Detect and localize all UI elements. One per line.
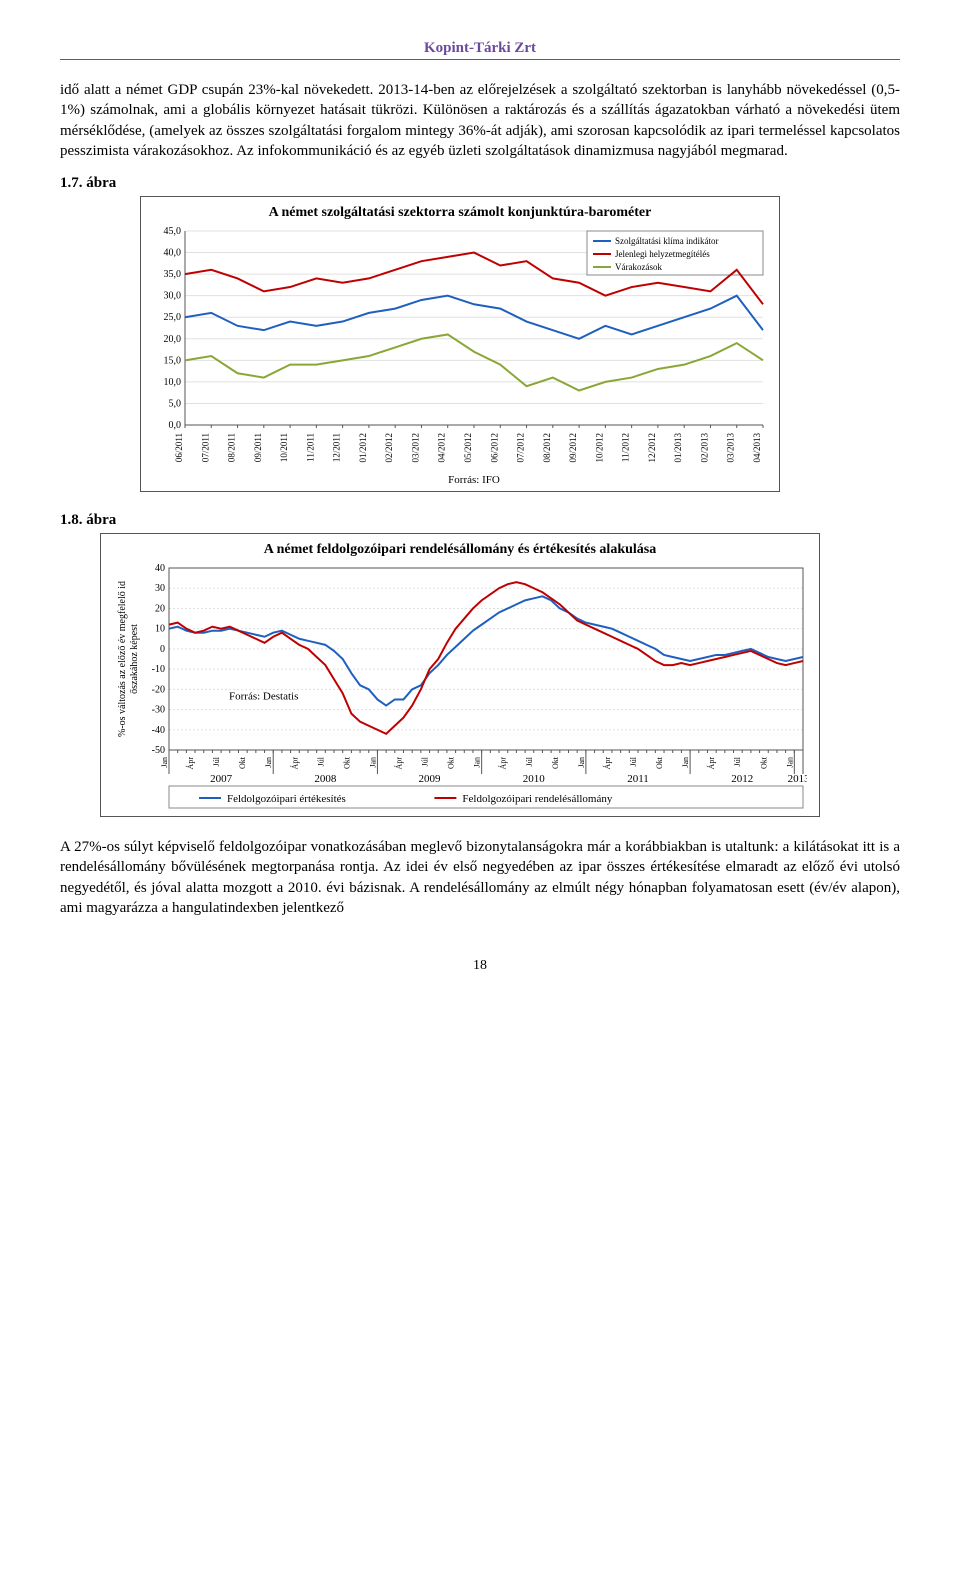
svg-text:09/2012: 09/2012 — [568, 433, 578, 463]
svg-text:20: 20 — [155, 604, 165, 615]
svg-text:Okt: Okt — [655, 756, 664, 769]
svg-text:09/2011: 09/2011 — [253, 433, 263, 462]
svg-text:Júl: Júl — [629, 756, 638, 766]
svg-text:12/2012: 12/2012 — [647, 433, 657, 463]
svg-text:Jelenlegi helyzetmegítélés: Jelenlegi helyzetmegítélés — [615, 249, 710, 259]
svg-text:Ápr: Ápr — [289, 757, 299, 770]
chart-2-svg: -50 -40 -30 -20 -10 0 10 20 30 40 Jan Ápr Júl Okt Jan Á… — [111, 564, 807, 812]
svg-text:Jan: Jan — [368, 757, 377, 768]
svg-text:Jan: Jan — [264, 757, 273, 768]
svg-text:Forrás: Destatis: Forrás: Destatis — [229, 691, 298, 703]
svg-text:Okt: Okt — [342, 756, 351, 769]
svg-text:Ápr: Ápr — [706, 757, 716, 770]
figure-label-2: 1.8. ábra — [60, 512, 900, 529]
chart-1-svg: 5,0 10,0 15,0 20,0 25,0 30,0 35,0 40,0 45,0 0,0 06… — [151, 227, 767, 487]
svg-text:01/2013: 01/2013 — [673, 433, 683, 463]
svg-text:30: 30 — [155, 583, 165, 594]
page-header: Kopint-Tárki Zrt — [60, 40, 900, 57]
header-underline — [60, 59, 900, 60]
svg-text:Ápr: Ápr — [393, 757, 403, 770]
svg-text:Júl: Júl — [212, 756, 221, 766]
svg-text:Okt: Okt — [551, 756, 560, 769]
svg-text:06/2011: 06/2011 — [174, 433, 184, 462]
svg-text:-50: -50 — [152, 745, 165, 756]
svg-text:0,0: 0,0 — [169, 420, 182, 431]
svg-text:Okt: Okt — [759, 756, 768, 769]
svg-text:15,0: 15,0 — [164, 355, 182, 366]
svg-text:Okt: Okt — [447, 756, 456, 769]
svg-text:20,0: 20,0 — [164, 334, 182, 345]
svg-text:2011: 2011 — [627, 773, 649, 785]
svg-text:0: 0 — [160, 644, 165, 655]
svg-text:-10: -10 — [152, 664, 165, 675]
svg-text:Ápr: Ápr — [498, 757, 508, 770]
svg-text:05/2012: 05/2012 — [463, 433, 473, 463]
svg-text:11/2012: 11/2012 — [621, 433, 631, 462]
svg-text:Szolgáltatási klíma indikátor: Szolgáltatási klíma indikátor — [615, 236, 718, 246]
svg-text:40,0: 40,0 — [164, 248, 182, 259]
figure-label-1: 1.7. ábra — [60, 175, 900, 192]
svg-text:02/2013: 02/2013 — [699, 433, 709, 463]
svg-text:Okt: Okt — [238, 756, 247, 769]
svg-text:Jan: Jan — [681, 757, 690, 768]
chart-2-title: A német feldolgozóipari rendelésállomány… — [111, 542, 809, 558]
svg-text:08/2011: 08/2011 — [227, 433, 237, 462]
chart-2-container: A német feldolgozóipari rendelésállomány… — [100, 533, 820, 817]
svg-text:Júl: Júl — [525, 756, 534, 766]
svg-text:Jan: Jan — [785, 757, 794, 768]
svg-text:2009: 2009 — [419, 773, 442, 785]
paragraph-1: idő alatt a német GDP csupán 23%-kal növ… — [60, 80, 900, 161]
svg-text:02/2012: 02/2012 — [384, 433, 394, 463]
svg-text:Feldolgozóipari rendelésállomá: Feldolgozóipari rendelésállomány — [462, 793, 612, 805]
svg-text:03/2012: 03/2012 — [410, 433, 420, 463]
svg-text:Jan: Jan — [160, 757, 169, 768]
svg-text:-40: -40 — [152, 725, 165, 736]
svg-text:10/2011: 10/2011 — [279, 433, 289, 462]
svg-text:Júl: Júl — [733, 756, 742, 766]
svg-text:-20: -20 — [152, 685, 165, 696]
svg-text:2012: 2012 — [731, 773, 753, 785]
svg-text:06/2012: 06/2012 — [489, 433, 499, 463]
svg-text:01/2012: 01/2012 — [358, 433, 368, 463]
svg-text:04/2012: 04/2012 — [437, 433, 447, 463]
svg-text:07/2011: 07/2011 — [200, 433, 210, 462]
paragraph-2: A 27%-os súlyt képviselő feldolgozóipar … — [60, 837, 900, 918]
svg-text:2008: 2008 — [314, 773, 337, 785]
svg-text:Jan: Jan — [473, 757, 482, 768]
svg-text:őszakához képest: őszakához képest — [129, 624, 140, 694]
svg-text:07/2012: 07/2012 — [516, 433, 526, 463]
svg-text:Júl: Júl — [421, 756, 430, 766]
svg-text:Ápr: Ápr — [602, 757, 612, 770]
svg-text:Ápr: Ápr — [185, 757, 195, 770]
svg-text:10/2012: 10/2012 — [594, 433, 604, 463]
svg-text:2010: 2010 — [523, 773, 546, 785]
svg-text:30,0: 30,0 — [164, 291, 182, 302]
svg-text:Jan: Jan — [577, 757, 586, 768]
svg-text:12/2011: 12/2011 — [332, 433, 342, 462]
svg-text:04/2013: 04/2013 — [752, 433, 762, 463]
svg-text:Forrás: IFO: Forrás: IFO — [448, 474, 500, 486]
svg-text:10: 10 — [155, 624, 165, 635]
svg-text:08/2012: 08/2012 — [542, 433, 552, 463]
chart-1-container: A német szolgáltatási szektorra számolt … — [140, 196, 780, 492]
page-number: 18 — [60, 958, 900, 974]
svg-text:-30: -30 — [152, 705, 165, 716]
svg-text:2007: 2007 — [210, 773, 233, 785]
svg-text:35,0: 35,0 — [164, 269, 182, 280]
svg-text:Feldolgozóipari értékesítés: Feldolgozóipari értékesítés — [227, 793, 346, 805]
svg-text:5,0: 5,0 — [169, 399, 182, 410]
svg-text:%-os változás az előző év megf: %-os változás az előző év megfelelő id — [117, 581, 128, 737]
chart-1-title: A német szolgáltatási szektorra számolt … — [151, 205, 769, 221]
svg-text:45,0: 45,0 — [164, 227, 182, 237]
svg-text:2013: 2013 — [788, 773, 807, 785]
svg-text:11/2011: 11/2011 — [305, 433, 315, 462]
svg-text:10,0: 10,0 — [164, 377, 182, 388]
svg-text:Júl: Júl — [316, 756, 325, 766]
svg-text:40: 40 — [155, 564, 165, 574]
svg-text:03/2013: 03/2013 — [726, 433, 736, 463]
svg-text:Várakozások: Várakozások — [615, 262, 662, 272]
svg-text:25,0: 25,0 — [164, 312, 182, 323]
